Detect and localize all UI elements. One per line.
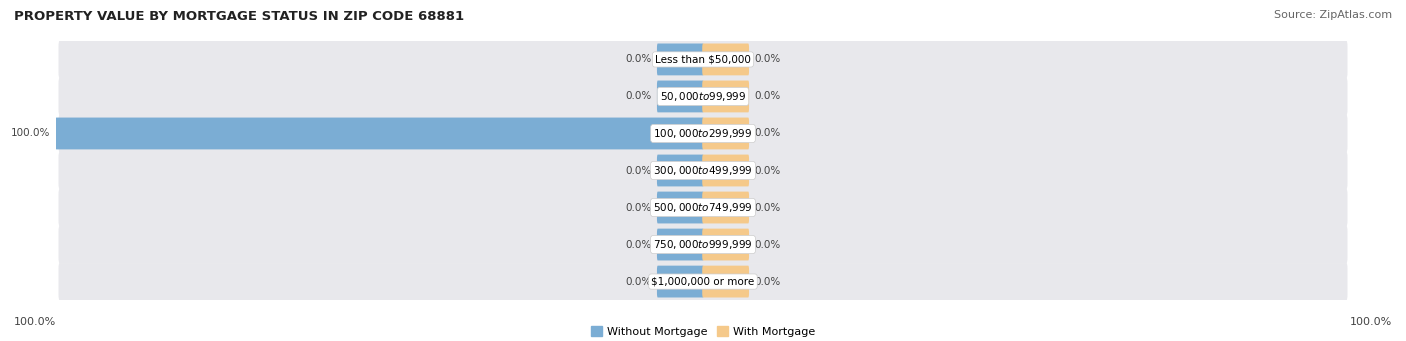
FancyBboxPatch shape — [59, 152, 1347, 189]
Text: PROPERTY VALUE BY MORTGAGE STATUS IN ZIP CODE 68881: PROPERTY VALUE BY MORTGAGE STATUS IN ZIP… — [14, 10, 464, 23]
FancyBboxPatch shape — [657, 228, 704, 261]
FancyBboxPatch shape — [59, 189, 1347, 226]
Text: 0.0%: 0.0% — [755, 165, 780, 176]
Text: 100.0%: 100.0% — [14, 317, 56, 327]
FancyBboxPatch shape — [657, 266, 704, 297]
FancyBboxPatch shape — [702, 266, 749, 297]
Text: $1,000,000 or more: $1,000,000 or more — [651, 277, 755, 286]
FancyBboxPatch shape — [657, 192, 704, 223]
Text: 0.0%: 0.0% — [626, 239, 651, 250]
Text: 0.0%: 0.0% — [755, 91, 780, 102]
FancyBboxPatch shape — [702, 192, 749, 223]
Text: 0.0%: 0.0% — [626, 91, 651, 102]
Text: 0.0%: 0.0% — [755, 203, 780, 212]
Text: $750,000 to $999,999: $750,000 to $999,999 — [654, 238, 752, 251]
Legend: Without Mortgage, With Mortgage: Without Mortgage, With Mortgage — [586, 322, 820, 341]
Text: 0.0%: 0.0% — [626, 55, 651, 64]
Text: 0.0%: 0.0% — [626, 203, 651, 212]
Text: $300,000 to $499,999: $300,000 to $499,999 — [654, 164, 752, 177]
Text: 0.0%: 0.0% — [755, 55, 780, 64]
Text: 0.0%: 0.0% — [626, 165, 651, 176]
FancyBboxPatch shape — [657, 80, 704, 113]
Text: Less than $50,000: Less than $50,000 — [655, 55, 751, 64]
Text: $100,000 to $299,999: $100,000 to $299,999 — [654, 127, 752, 140]
FancyBboxPatch shape — [702, 80, 749, 113]
Text: $500,000 to $749,999: $500,000 to $749,999 — [654, 201, 752, 214]
Text: 100.0%: 100.0% — [10, 129, 49, 138]
FancyBboxPatch shape — [702, 228, 749, 261]
FancyBboxPatch shape — [657, 44, 704, 75]
FancyBboxPatch shape — [657, 154, 704, 187]
FancyBboxPatch shape — [59, 41, 1347, 78]
Text: 100.0%: 100.0% — [1350, 317, 1392, 327]
FancyBboxPatch shape — [702, 44, 749, 75]
FancyBboxPatch shape — [702, 118, 749, 149]
FancyBboxPatch shape — [59, 226, 1347, 263]
Text: $50,000 to $99,999: $50,000 to $99,999 — [659, 90, 747, 103]
Text: 0.0%: 0.0% — [755, 129, 780, 138]
FancyBboxPatch shape — [59, 263, 1347, 300]
FancyBboxPatch shape — [59, 115, 1347, 152]
Text: 0.0%: 0.0% — [755, 277, 780, 286]
Text: 0.0%: 0.0% — [755, 239, 780, 250]
FancyBboxPatch shape — [55, 118, 704, 149]
Text: Source: ZipAtlas.com: Source: ZipAtlas.com — [1274, 10, 1392, 20]
FancyBboxPatch shape — [702, 154, 749, 187]
Text: 0.0%: 0.0% — [626, 277, 651, 286]
FancyBboxPatch shape — [59, 78, 1347, 115]
